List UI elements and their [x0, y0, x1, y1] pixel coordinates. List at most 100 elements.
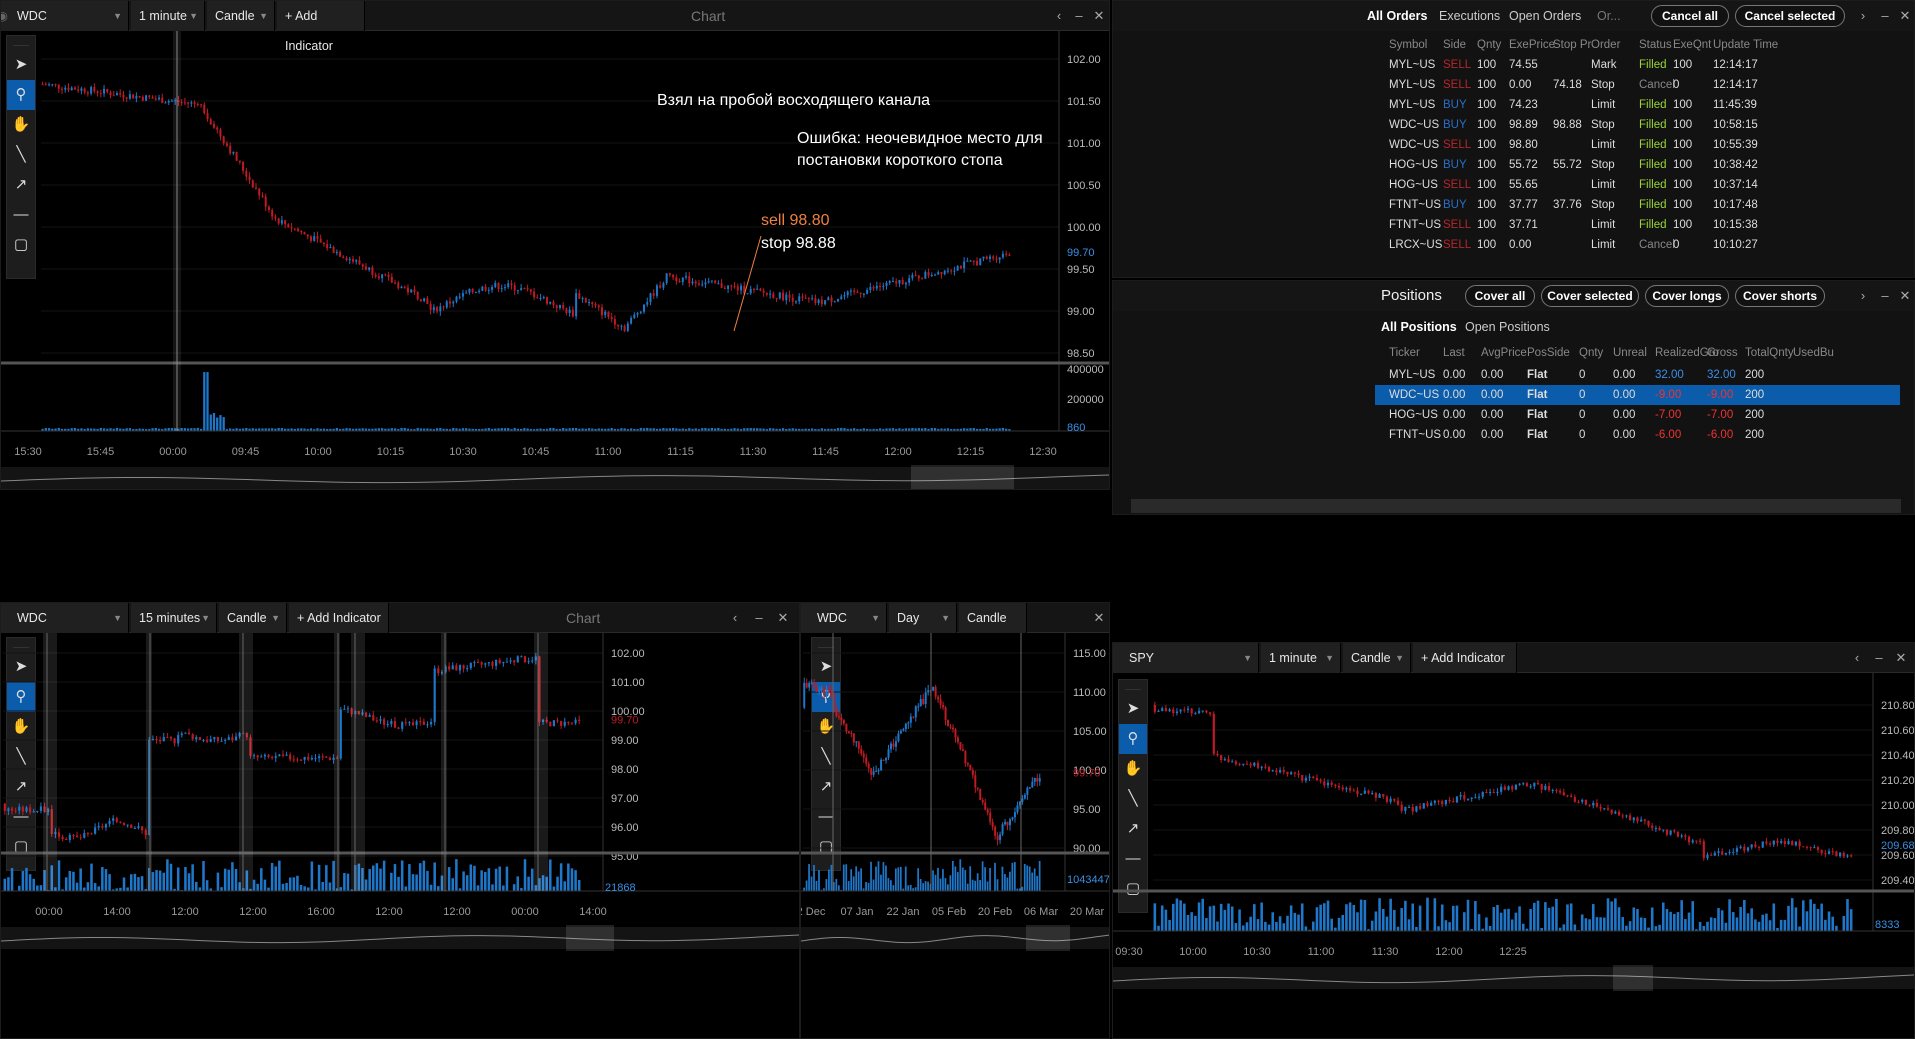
hline-icon[interactable]: — — [13, 206, 29, 223]
column-header[interactable]: Stop Pr — [1553, 39, 1592, 51]
table-row[interactable]: FTNT~US SELL 100 37.71 Limit Filled 100 10:15:3… — [1113, 215, 1914, 235]
toolbar-grip[interactable] — [13, 638, 29, 648]
close-icon[interactable]: ✕ — [1899, 8, 1911, 23]
hline-icon[interactable]: — — [1125, 850, 1141, 867]
minimize-icon[interactable]: – — [1881, 288, 1889, 303]
zoom-icon[interactable]: ⚲ — [1119, 724, 1147, 754]
column-header[interactable]: RealizedGro — [1655, 347, 1719, 359]
table-row[interactable]: HOG~US SELL 100 55.65 Limit Filled 100 10:37:14 — [1113, 175, 1914, 195]
zoom-icon[interactable]: ⚲ — [7, 80, 35, 110]
hline-icon[interactable]: — — [13, 808, 29, 825]
table-row[interactable]: WDC~US SELL 100 98.80 Limit Filled 100 10:55:39 — [1113, 135, 1914, 155]
arrow-icon[interactable]: ↗ — [14, 778, 28, 795]
table-row[interactable]: FTNT~US 0.00 0.00 Flat 0 0.00 -6.00 -6.00 200 — [1113, 425, 1914, 445]
column-header[interactable]: UsedBu — [1793, 347, 1834, 359]
main-chart-canvas[interactable]: 102.00101.50101.00100.50100.0099.5099.00… — [1, 31, 1110, 490]
table-row[interactable]: MYL~US SELL 100 74.55 Mark Filled 100 12:14:17 — [1113, 55, 1914, 75]
style-selector[interactable]: Candle ▼ — [1343, 643, 1411, 673]
cover-longs-button[interactable]: Cover longs — [1645, 285, 1729, 307]
rectangle-icon[interactable]: ▢ — [1125, 880, 1141, 897]
horizontal-scrollbar[interactable] — [1131, 499, 1901, 513]
table-row[interactable]: HOG~US BUY 100 55.72 55.72 Stop Filled 100 10:38… — [1113, 155, 1914, 175]
symbol-selector[interactable]: ◉WDC▼ — [1, 1, 129, 31]
pointer-icon[interactable]: ➤ — [14, 658, 28, 675]
cover-selected-button[interactable]: Cover selected — [1541, 285, 1639, 307]
close-icon[interactable]: ✕ — [1093, 610, 1105, 625]
column-header[interactable]: Unreal — [1613, 347, 1647, 359]
add-indicator-button[interactable]: + Add Indicator — [277, 1, 365, 53]
column-header[interactable]: Side — [1443, 39, 1467, 51]
table-row[interactable]: MYL~US SELL 100 0.00 74.18 Stop Cancel 0 12:14:1… — [1113, 75, 1914, 95]
line-icon[interactable]: ╲ — [1128, 790, 1138, 807]
table-row[interactable]: WDC~US 0.00 0.00 Flat 0 0.00 -9.00 -9.00 200 — [1375, 385, 1900, 405]
column-header[interactable]: ExePrice — [1509, 39, 1556, 51]
zoom-icon[interactable]: ⚲ — [7, 682, 35, 712]
close-icon[interactable]: ✕ — [1899, 288, 1911, 303]
column-header[interactable]: Qnty — [1477, 39, 1502, 51]
column-header[interactable]: Ticker — [1389, 347, 1420, 359]
close-icon[interactable]: ✕ — [777, 610, 789, 625]
cancel-selected-button[interactable]: Cancel selected — [1735, 5, 1845, 27]
chevron-right-icon[interactable]: › — [1860, 288, 1866, 303]
prev-icon[interactable]: ‹ — [1854, 650, 1860, 665]
arrow-icon[interactable]: ↗ — [14, 176, 28, 193]
tab-executions[interactable]: Executions — [1439, 9, 1501, 23]
column-header[interactable]: ExeQnt — [1673, 39, 1712, 51]
minimize-icon[interactable]: – — [1881, 8, 1889, 23]
pointer-icon[interactable]: ➤ — [14, 56, 28, 73]
interval-selector[interactable]: 1 minute ▼ — [131, 1, 205, 31]
table-row[interactable]: LRCX~US SELL 100 0.00 Limit Cancel 0 10:10:27 — [1113, 235, 1914, 255]
interval-selector[interactable]: 15 minutes ▼ — [131, 603, 217, 633]
line-icon[interactable]: ╲ — [16, 748, 26, 765]
hand-icon[interactable]: ✋ — [1123, 760, 1143, 777]
add-indicator-button[interactable]: + Add Indicator — [289, 603, 389, 633]
column-header[interactable]: Status — [1639, 39, 1672, 51]
arrow-icon[interactable]: ↗ — [819, 778, 833, 795]
column-header[interactable]: Order — [1591, 39, 1621, 51]
minimize-icon[interactable]: – — [1875, 650, 1883, 665]
tab-all-orders[interactable]: All Orders — [1367, 9, 1428, 23]
table-row[interactable]: FTNT~US BUY 100 37.77 37.76 Stop Filled 100 10:1… — [1113, 195, 1914, 215]
hand-icon[interactable]: ✋ — [11, 116, 31, 133]
table-row[interactable]: WDC~US BUY 100 98.89 98.88 Stop Filled 100 10:58… — [1113, 115, 1914, 135]
prev-icon[interactable]: ‹ — [732, 610, 738, 625]
style-selector[interactable]: Candle — [959, 603, 1027, 633]
toolbar-grip[interactable] — [13, 36, 29, 46]
cancel-all-button[interactable]: Cancel all — [1651, 5, 1729, 27]
tab-open-positions[interactable]: Open Positions — [1465, 320, 1550, 334]
prev-icon[interactable]: ‹ — [1056, 8, 1062, 23]
tab-more[interactable]: Or... — [1597, 9, 1621, 23]
column-header[interactable]: AvgPrice — [1481, 347, 1527, 359]
table-row[interactable]: HOG~US 0.00 0.00 Flat 0 0.00 -7.00 -7.00 200 — [1113, 405, 1914, 425]
pointer-icon[interactable]: ➤ — [1126, 700, 1140, 717]
cover-shorts-button[interactable]: Cover shorts — [1735, 285, 1825, 307]
column-header[interactable]: Symbol — [1389, 39, 1428, 51]
chart-spy-canvas[interactable]: 210.80210.60210.40210.20210.00209.80209.… — [1113, 673, 1915, 1039]
symbol-selector[interactable]: WDC ▼ — [1, 603, 129, 633]
line-icon[interactable]: ╲ — [16, 146, 26, 163]
column-header[interactable]: Last — [1443, 347, 1465, 359]
tab-all-positions[interactable]: All Positions — [1381, 320, 1457, 334]
table-row[interactable]: MYL~US BUY 100 74.23 Limit Filled 100 11:45:39 — [1113, 95, 1914, 115]
close-icon[interactable]: ✕ — [1093, 8, 1105, 23]
rectangle-icon[interactable]: ▢ — [13, 838, 29, 855]
minimize-icon[interactable]: – — [1075, 8, 1083, 23]
interval-selector[interactable]: Day ▼ — [889, 603, 957, 633]
rectangle-icon[interactable]: ▢ — [13, 236, 29, 253]
hand-icon[interactable]: ✋ — [11, 718, 31, 735]
column-header[interactable]: TotalQnty — [1745, 347, 1794, 359]
arrow-icon[interactable]: ↗ — [1126, 820, 1140, 837]
hline-icon[interactable]: — — [818, 808, 834, 825]
chart-15min-canvas[interactable]: 102.00101.00100.0099.0098.0097.0096.0095… — [1, 633, 800, 1039]
column-header[interactable]: PosSide — [1527, 347, 1570, 359]
symbol-selector[interactable]: SPY ▼ — [1113, 643, 1259, 673]
rectangle-icon[interactable]: ▢ — [818, 838, 834, 855]
pointer-icon[interactable]: ➤ — [819, 658, 833, 675]
chevron-right-icon[interactable]: › — [1860, 8, 1866, 23]
line-icon[interactable]: ╲ — [821, 748, 831, 765]
minimize-icon[interactable]: – — [755, 610, 763, 625]
column-header[interactable]: Gross — [1707, 347, 1738, 359]
toolbar-grip[interactable] — [818, 638, 834, 648]
column-header[interactable]: Update Time — [1713, 39, 1779, 51]
